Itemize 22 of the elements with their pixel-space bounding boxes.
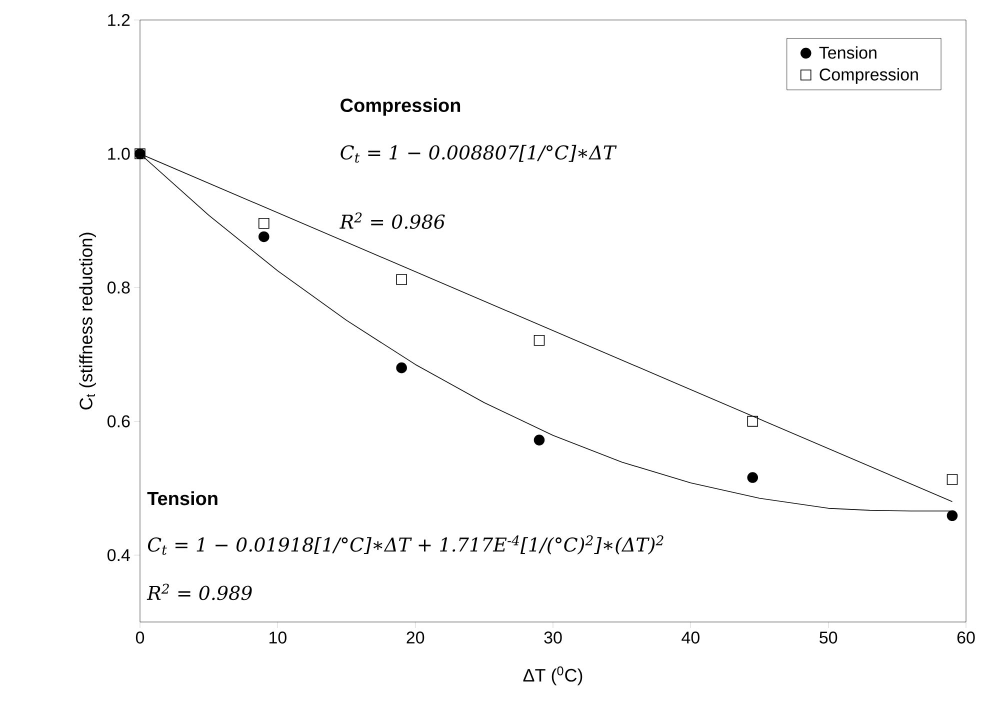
- annotation: R$^{2}$ = 0.989: [146, 584, 252, 600]
- annotation: Compression: [340, 98, 460, 116]
- annotation: C$_{t}$ = 1 − 0.01918[1/°C]∗ΔT + 1.717E$^{-4}$[1/(°C)$^{2}$]∗(ΔT)$^{2}$: [148, 535, 664, 555]
- annotation: Tension: [147, 491, 218, 506]
- y-tick-label: 1.0: [108, 148, 130, 160]
- x-axis-title: ΔT ($^{0}$C): [523, 666, 582, 686]
- y-axis-title: C$_{t}$ (stiffness reduction): [79, 232, 96, 410]
- y-tick-label: 1.2: [108, 14, 130, 26]
- x-tick-label: 10: [270, 632, 286, 644]
- y-tick-label: 0.6: [107, 415, 130, 428]
- x-tick-label: 60: [957, 632, 975, 644]
- y-tick-label: 0.4: [107, 549, 130, 562]
- x-tick-label: 40: [682, 632, 700, 644]
- annotation: R$^{2}$ = 0.986: [340, 212, 445, 229]
- legend-label: Tension: [819, 46, 876, 59]
- annotation: C$_{t}$ = 1 − 0.008807[1/°C]∗ΔT: [340, 144, 617, 163]
- legend-label: Compression: [820, 68, 918, 84]
- x-tick-label: 50: [820, 632, 838, 644]
- x-tick-label: 30: [544, 632, 562, 644]
- y-tick-label: 0.8: [107, 282, 130, 294]
- x-tick-label: 0: [136, 632, 144, 644]
- x-tick-label: 20: [406, 632, 424, 644]
